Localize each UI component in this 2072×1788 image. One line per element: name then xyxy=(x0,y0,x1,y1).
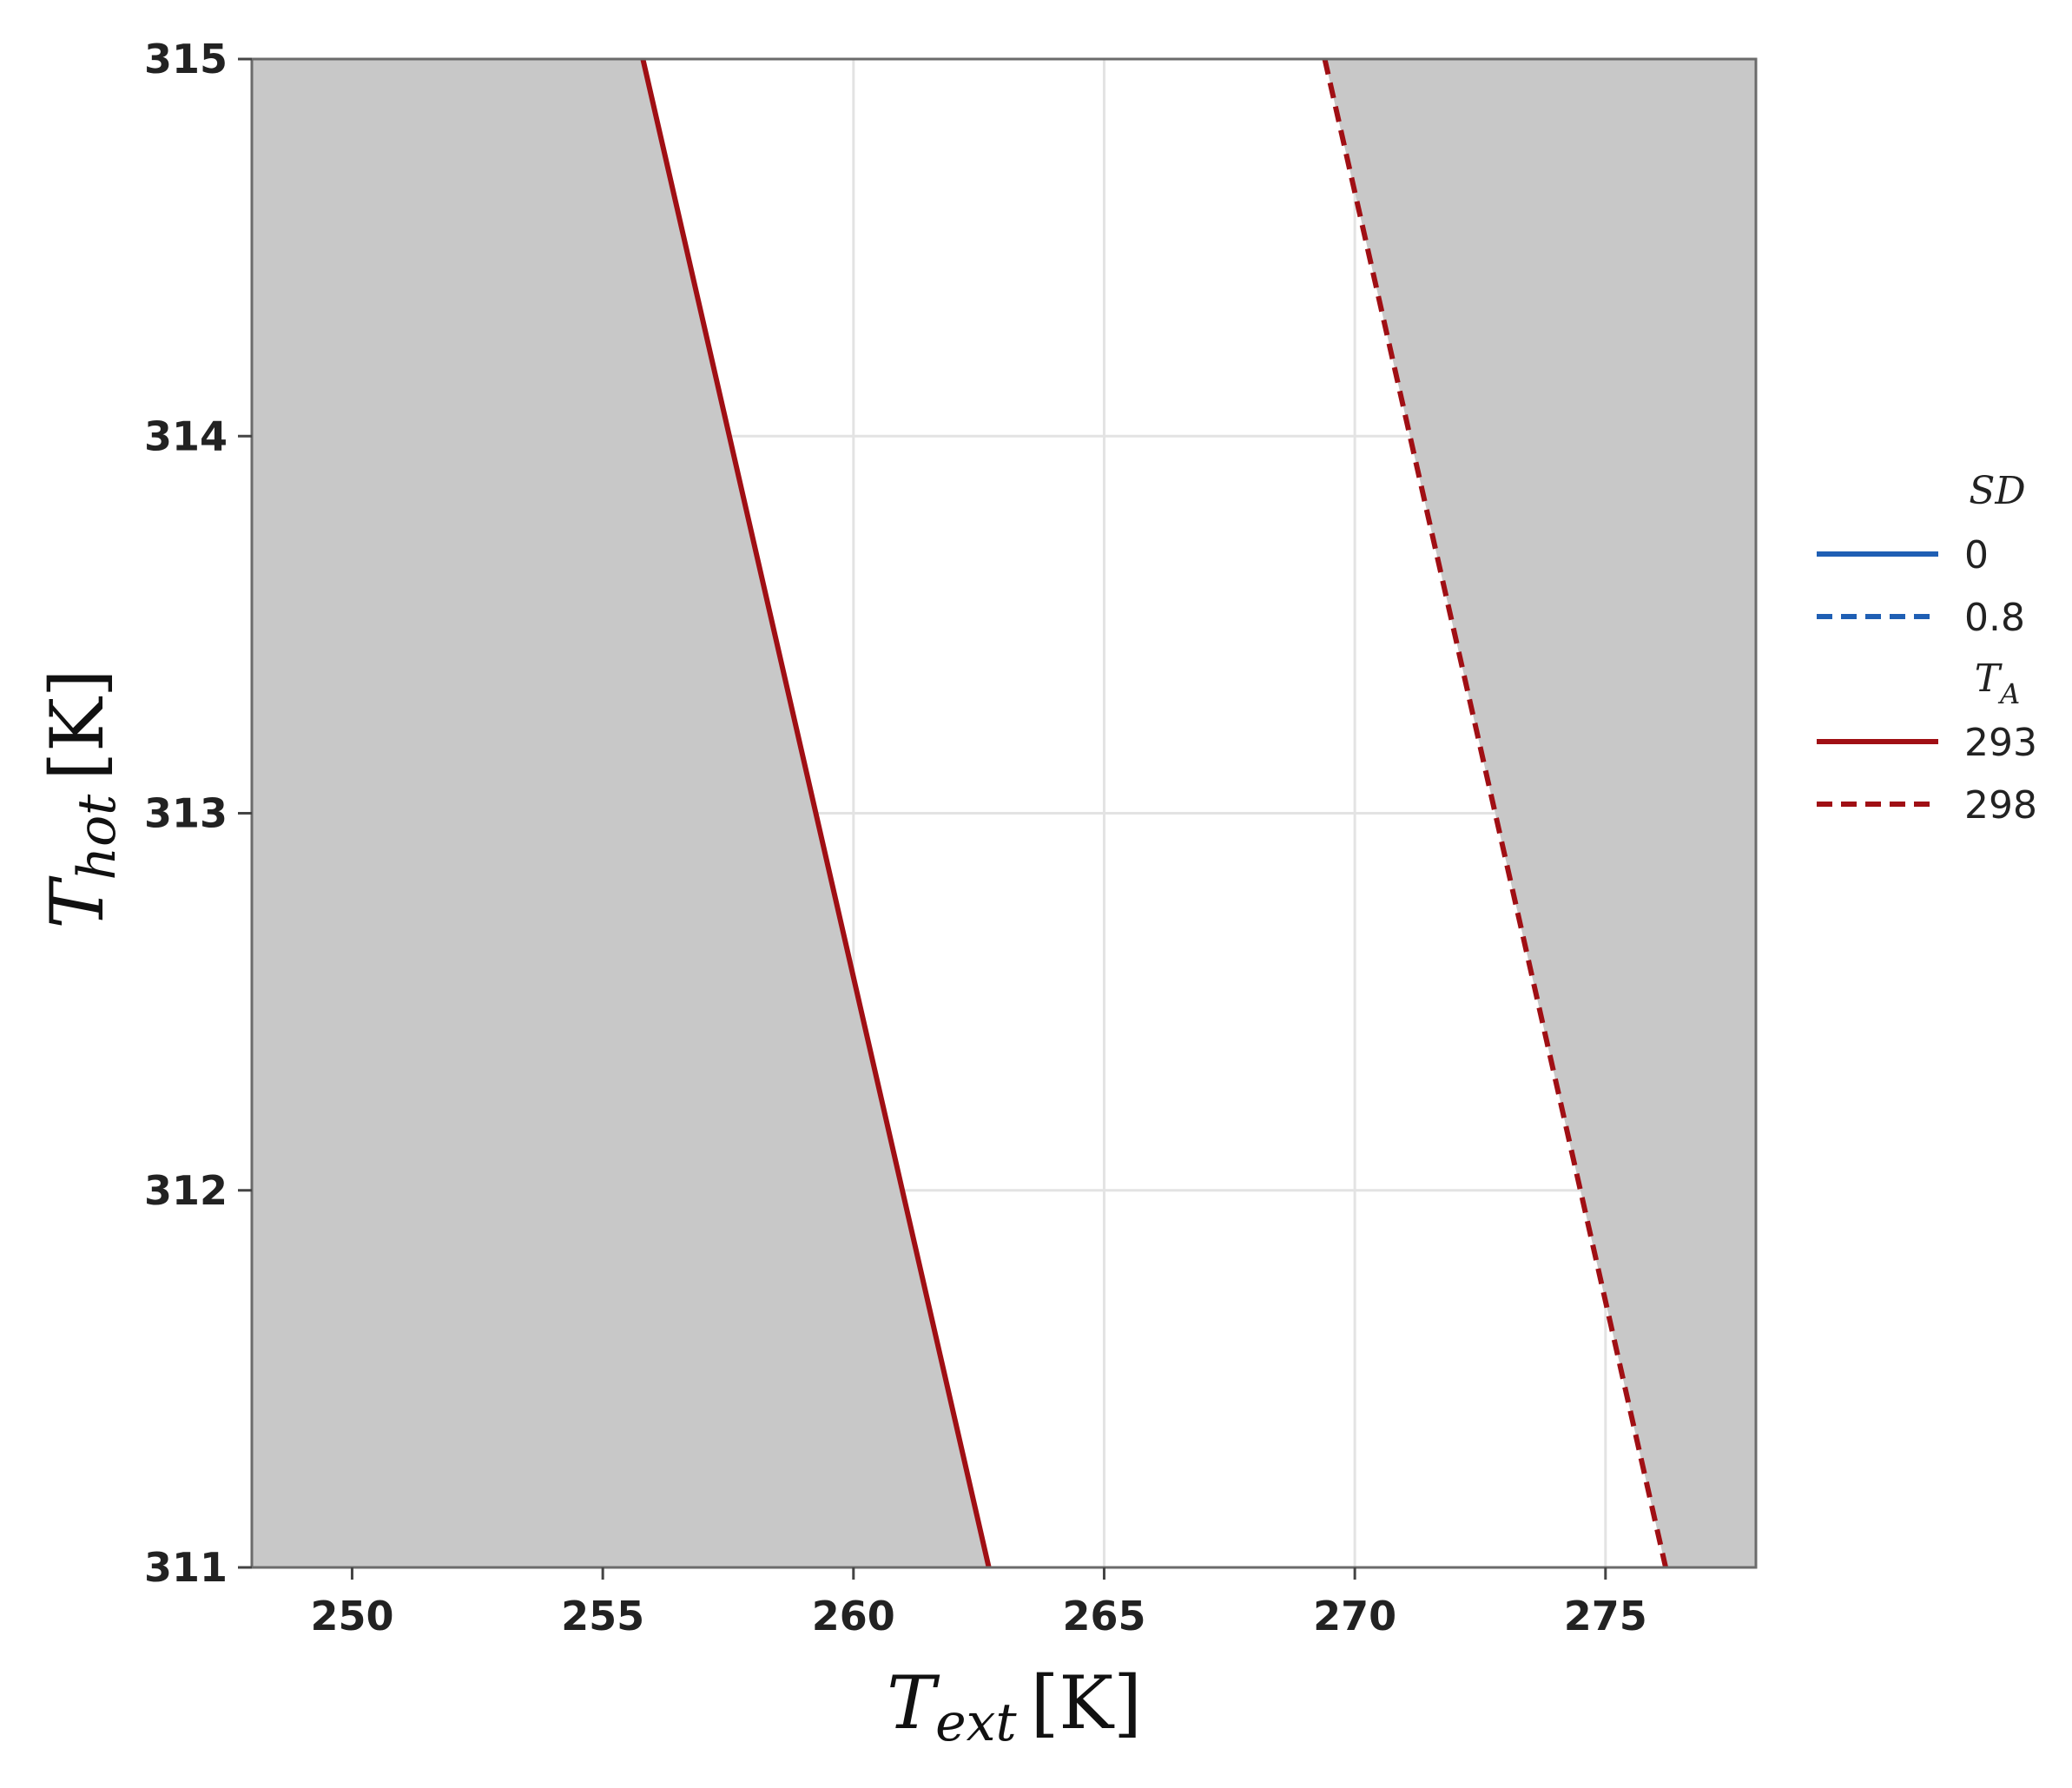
series-line-ta-298 xyxy=(1322,58,1669,1568)
series-line-ta-293 xyxy=(640,58,992,1568)
x-tick-label: 260 xyxy=(812,1593,895,1640)
x-tick-label: 275 xyxy=(1564,1593,1647,1640)
x-tick-label: 255 xyxy=(561,1593,644,1640)
x-axis: 250 255 260 265 270 275 xyxy=(310,1567,1647,1640)
legend: SD 0 0.8 TA 293 298 xyxy=(1817,469,2037,828)
legend-group-title: SD xyxy=(1969,469,2025,513)
legend-label: 298 xyxy=(1964,783,2037,828)
legend-group-title: TA xyxy=(1975,656,2020,710)
y-tick-label: 314 xyxy=(144,412,228,459)
x-tick-label: 265 xyxy=(1062,1593,1145,1640)
x-axis-title: Text [K] xyxy=(887,1660,1142,1753)
y-tick-label: 315 xyxy=(144,36,228,82)
y-tick-label: 312 xyxy=(144,1167,228,1214)
y-tick-label: 311 xyxy=(144,1544,228,1591)
shaded-regions xyxy=(252,59,1756,1567)
y-tick-label: 313 xyxy=(144,790,228,837)
y-axis-title: Thot[K] xyxy=(35,669,128,928)
legend-label: 0.8 xyxy=(1964,596,2025,640)
x-tick-label: 250 xyxy=(310,1593,393,1640)
x-tick-label: 270 xyxy=(1313,1593,1396,1640)
legend-label: 293 xyxy=(1964,721,2037,765)
y-axis: 311 312 313 314 315 xyxy=(144,36,252,1591)
shaded-region xyxy=(1324,59,1756,1567)
shaded-region xyxy=(252,59,989,1567)
plot-area xyxy=(250,57,1758,1569)
series-lines xyxy=(640,58,1669,1568)
legend-label: 0 xyxy=(1964,533,1989,577)
